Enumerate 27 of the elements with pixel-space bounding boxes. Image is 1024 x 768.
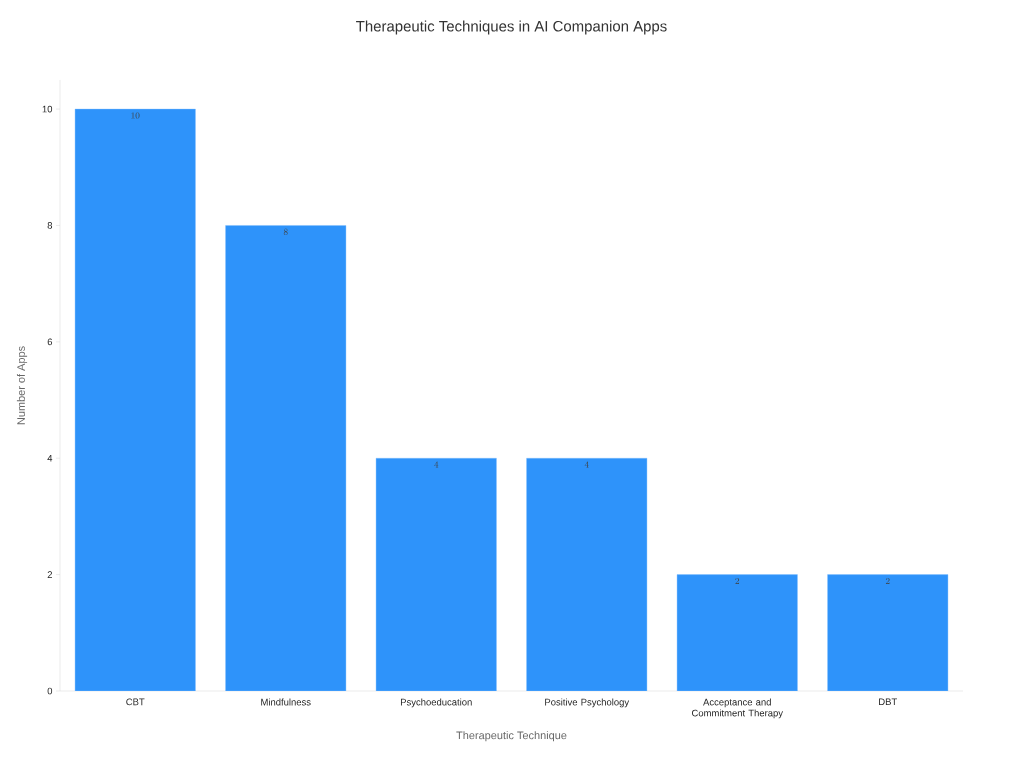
y-tick-label: 0	[47, 687, 53, 695]
data-label: 10	[131, 112, 140, 119]
y-axis-title: Number of Apps	[16, 346, 28, 425]
bar	[74, 108, 196, 691]
y-tick-label: 10	[42, 105, 53, 113]
x-tick-label: CBT	[126, 698, 145, 706]
y-tick-label: 4	[47, 454, 53, 462]
data-label: 4	[434, 461, 439, 468]
x-tick-label: Psychoeducation	[400, 698, 472, 708]
bar	[676, 574, 798, 691]
x-tick-label: Positive Psychology	[545, 698, 630, 708]
x-tick-label: Mindfulness	[261, 698, 311, 706]
bar	[827, 574, 949, 691]
data-label: 2	[735, 577, 740, 584]
data-label: 2	[885, 577, 890, 584]
y-tick-label: 2	[47, 571, 53, 578]
y-tick-label: 6	[47, 338, 53, 346]
bar	[375, 458, 497, 691]
bar	[526, 458, 648, 691]
bar	[225, 225, 347, 691]
y-tick-label: 8	[47, 222, 53, 229]
x-tick-label: Acceptance and Commitment Therapy	[691, 698, 783, 719]
data-label: 8	[283, 228, 288, 235]
data-label: 4	[584, 461, 589, 468]
x-axis-title: Therapeutic Technique	[456, 731, 567, 742]
x-tick-label: DBT	[879, 698, 897, 706]
chart-title: Therapeutic Techniques in AI Companion Apps	[356, 20, 667, 35]
